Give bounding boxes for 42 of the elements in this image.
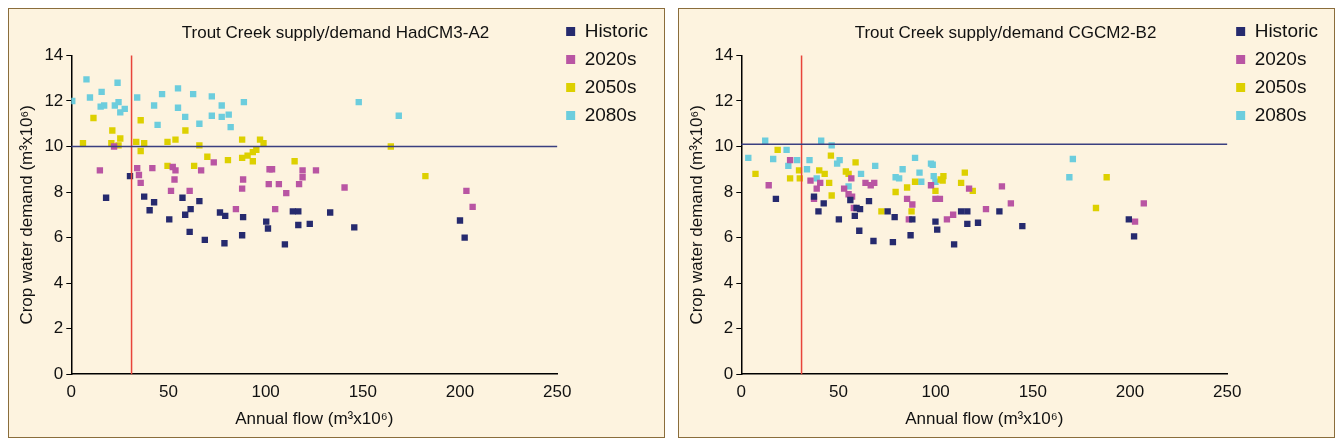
y-tick-label: 6 bbox=[723, 227, 734, 247]
y-tick-label: 4 bbox=[723, 272, 734, 292]
legend-label: Historic bbox=[584, 19, 649, 41]
y-tick-label: 14 bbox=[714, 45, 734, 65]
x-tick-label: 0 bbox=[66, 382, 77, 402]
x-tick-label: 150 bbox=[1018, 382, 1048, 402]
y-tick-label: 8 bbox=[53, 181, 64, 201]
y-tick-label: 2 bbox=[53, 318, 64, 338]
x-axis-title: Annual flow (m³x10⁶) bbox=[905, 409, 1064, 429]
y-axis-title: Crop water demand (m³x10⁶) bbox=[686, 105, 706, 325]
y-tick-label: 10 bbox=[44, 136, 64, 156]
x-axis-title: Annual flow (m³x10⁶) bbox=[235, 409, 394, 429]
x-tick-label: 0 bbox=[736, 382, 747, 402]
x-tick-label: 50 bbox=[159, 382, 178, 402]
x-tick-label: 200 bbox=[445, 382, 475, 402]
legend-label: 2020s bbox=[1254, 47, 1307, 69]
legend-label: Historic bbox=[1254, 19, 1319, 41]
legend-label: 2080s bbox=[584, 103, 637, 125]
x-tick-label: 250 bbox=[1212, 382, 1242, 402]
y-tick-label: 4 bbox=[53, 272, 64, 292]
x-tick-label: 250 bbox=[542, 382, 572, 402]
y-tick-label: 2 bbox=[723, 318, 734, 338]
y-tick-label: 6 bbox=[53, 227, 64, 247]
y-axis-title: Crop water demand (m³x10⁶) bbox=[16, 105, 36, 325]
x-tick-label: 100 bbox=[251, 382, 280, 402]
chart-title: Trout Creek supply/demand HadCM3-A2 bbox=[181, 22, 490, 42]
x-tick-label: 50 bbox=[829, 382, 848, 402]
legend-label: 2050s bbox=[584, 75, 637, 97]
x-tick-label: 100 bbox=[921, 382, 950, 402]
legend-label: 2050s bbox=[1254, 75, 1307, 97]
y-tick-label: 8 bbox=[723, 181, 734, 201]
x-tick-label: 150 bbox=[348, 382, 378, 402]
y-tick-label: 14 bbox=[44, 45, 64, 65]
y-tick-label: 0 bbox=[53, 363, 64, 383]
x-tick-label: 200 bbox=[1115, 382, 1145, 402]
y-tick-label: 12 bbox=[44, 90, 64, 110]
chart-title: Trout Creek supply/demand CGCM2-B2 bbox=[854, 22, 1157, 42]
legend-label: 2080s bbox=[1254, 103, 1307, 125]
y-tick-label: 0 bbox=[723, 363, 734, 383]
legend-label: 2020s bbox=[584, 47, 637, 69]
y-tick-label: 12 bbox=[714, 90, 734, 110]
y-tick-label: 10 bbox=[714, 136, 734, 156]
